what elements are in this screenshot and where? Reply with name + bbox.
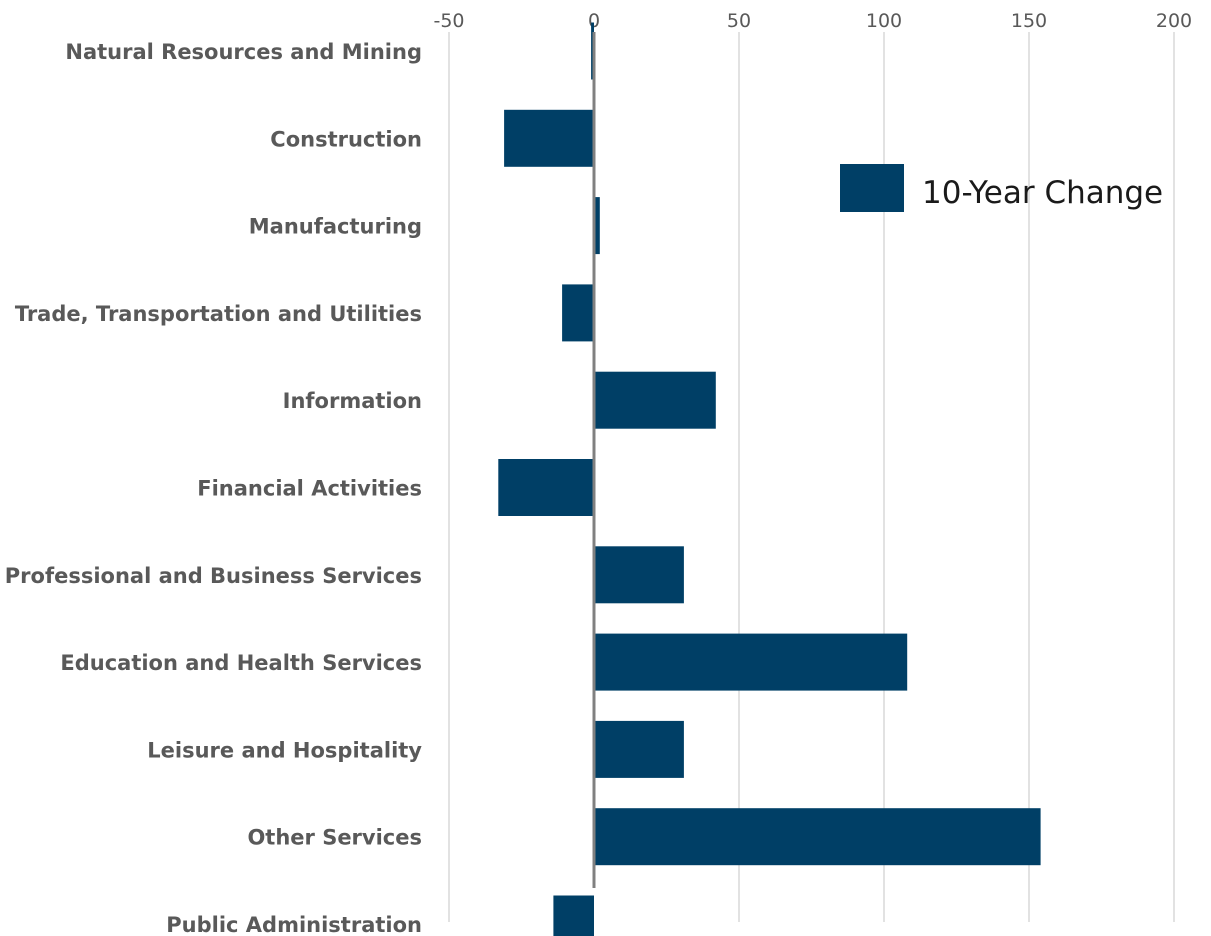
x-tick-label: 200 [1156, 10, 1192, 32]
category-label: Trade, Transportation and Utilities [15, 302, 422, 326]
bar [498, 459, 594, 516]
bar [594, 633, 908, 691]
x-tick-label: 0 [588, 10, 600, 32]
bar [594, 808, 1041, 866]
category-label: Leisure and Hospitality [147, 738, 422, 762]
category-label: Financial Activities [197, 477, 422, 501]
bar [594, 720, 684, 778]
x-tick-label: -50 [433, 10, 464, 32]
category-label: Professional and Business Services [5, 564, 422, 588]
bar [594, 546, 684, 604]
category-label: Public Administration [166, 913, 422, 936]
bar [553, 895, 594, 936]
legend: 10-Year Change [840, 164, 1163, 212]
category-label: Other Services [247, 826, 422, 850]
bar [594, 371, 716, 429]
bar [594, 197, 600, 255]
bar [562, 284, 594, 342]
category-labels: Natural Resources and Mining Construction… [5, 40, 423, 936]
legend-label: 10-Year Change [922, 175, 1163, 211]
x-tick-label: 100 [866, 10, 902, 32]
x-tick-label: 150 [1011, 10, 1047, 32]
x-tick-label: 50 [727, 10, 751, 32]
legend-swatch [840, 164, 904, 212]
x-axis-tick-labels: -50 0 50 100 150 200 [433, 10, 1192, 32]
category-label: Construction [270, 127, 422, 151]
bar [504, 109, 594, 167]
category-label: Manufacturing [249, 215, 422, 239]
bars [498, 22, 1041, 936]
category-label: Information [283, 389, 422, 413]
category-label: Education and Health Services [60, 651, 422, 675]
category-label: Natural Resources and Mining [65, 40, 422, 64]
